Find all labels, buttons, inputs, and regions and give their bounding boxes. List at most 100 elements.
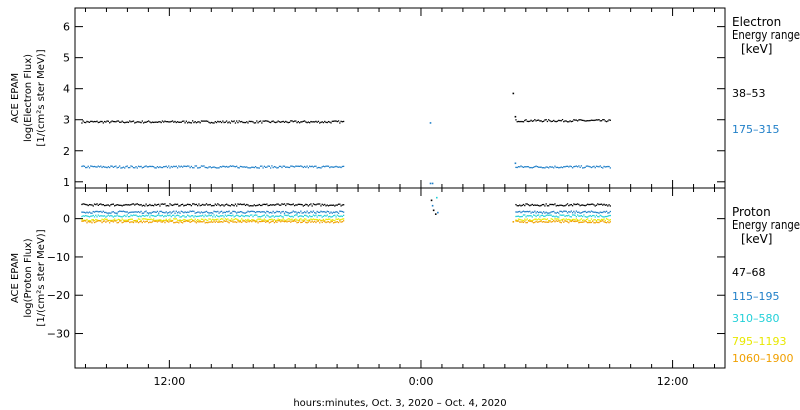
- data-point: [551, 215, 554, 218]
- data-point: [588, 203, 590, 206]
- data-point: [303, 204, 306, 206]
- data-point: [342, 214, 345, 217]
- data-point: [590, 215, 593, 218]
- data-point: [516, 211, 518, 213]
- data-point: [160, 121, 162, 124]
- data-point: [325, 221, 327, 224]
- data-point: [283, 214, 286, 216]
- data-point: [327, 165, 330, 167]
- data-point: [96, 203, 98, 205]
- data-point: [570, 219, 572, 221]
- data-point: [88, 211, 91, 213]
- data-point: [153, 220, 155, 222]
- data-point: [195, 165, 198, 167]
- data-point: [540, 211, 542, 213]
- data-point: [569, 220, 571, 222]
- data-point: [169, 203, 171, 205]
- data-point: [225, 220, 228, 222]
- data-point: [276, 203, 278, 205]
- data-point: [607, 218, 609, 221]
- data-point: [564, 220, 566, 222]
- data-point: [164, 120, 166, 122]
- data-point: [176, 167, 179, 169]
- data-point: [574, 214, 576, 216]
- data-point: [124, 219, 126, 221]
- data-point: [551, 203, 554, 206]
- data-point: [536, 214, 539, 217]
- data-point: [584, 120, 586, 122]
- data-point: [105, 216, 107, 218]
- data-point: [151, 165, 154, 168]
- data-point: [190, 165, 193, 168]
- data-point: [95, 166, 97, 168]
- data-point: [561, 118, 564, 121]
- data-point: [158, 166, 160, 169]
- data-point: [114, 212, 116, 214]
- data-point: [183, 218, 185, 221]
- data-point: [322, 121, 325, 124]
- data-point: [301, 165, 303, 168]
- data-point: [337, 203, 340, 205]
- data-point: [264, 221, 267, 223]
- data-point: [573, 166, 575, 168]
- data-point: [317, 220, 320, 222]
- data-point: [207, 215, 209, 217]
- data-point: [564, 219, 566, 221]
- data-point: [316, 218, 318, 221]
- data-point: [437, 211, 439, 214]
- data-point: [259, 120, 262, 122]
- data-point: [573, 203, 575, 205]
- data-point: [142, 212, 145, 214]
- data-point: [95, 203, 97, 206]
- data-point: [514, 115, 517, 118]
- data-point: [551, 220, 554, 223]
- data-point: [87, 220, 89, 223]
- data-point: [266, 120, 268, 122]
- data-point: [96, 220, 98, 222]
- data-point: [517, 211, 520, 213]
- data-point: [212, 122, 214, 124]
- data-point: [213, 210, 215, 212]
- data-point: [520, 211, 522, 214]
- data-point: [608, 165, 610, 168]
- data-point: [161, 211, 164, 213]
- data-point: [600, 211, 603, 214]
- data-point: [273, 212, 276, 214]
- data-point: [119, 165, 121, 167]
- data-point: [160, 215, 162, 217]
- data-point: [320, 214, 322, 217]
- data-point: [298, 212, 301, 214]
- data-point: [568, 166, 570, 168]
- data-point: [149, 165, 151, 167]
- data-point: [254, 214, 257, 216]
- data-point: [582, 204, 584, 206]
- data-point: [603, 221, 605, 223]
- data-point: [117, 211, 120, 213]
- data-point: [326, 221, 328, 223]
- data-point: [270, 216, 272, 218]
- data-point: [105, 121, 107, 123]
- data-point: [271, 165, 273, 167]
- data-point: [176, 221, 179, 223]
- data-point: [98, 220, 101, 222]
- data-point: [315, 212, 317, 214]
- data-point: [314, 218, 316, 221]
- data-point: [116, 120, 118, 122]
- data-point: [335, 204, 337, 206]
- data-point: [575, 203, 578, 206]
- data-point: [139, 204, 141, 206]
- data-point: [266, 166, 268, 168]
- data-point: [609, 205, 611, 207]
- data-point: [530, 119, 532, 121]
- data-point: [207, 211, 209, 214]
- data-point: [195, 212, 198, 214]
- data-point: [302, 166, 305, 169]
- data-point: [165, 218, 167, 220]
- data-point: [217, 120, 219, 123]
- data-point: [608, 221, 610, 224]
- data-point: [549, 120, 551, 122]
- data-point: [540, 120, 542, 122]
- data-point: [186, 211, 189, 213]
- data-point: [599, 214, 601, 216]
- data-point: [546, 212, 549, 214]
